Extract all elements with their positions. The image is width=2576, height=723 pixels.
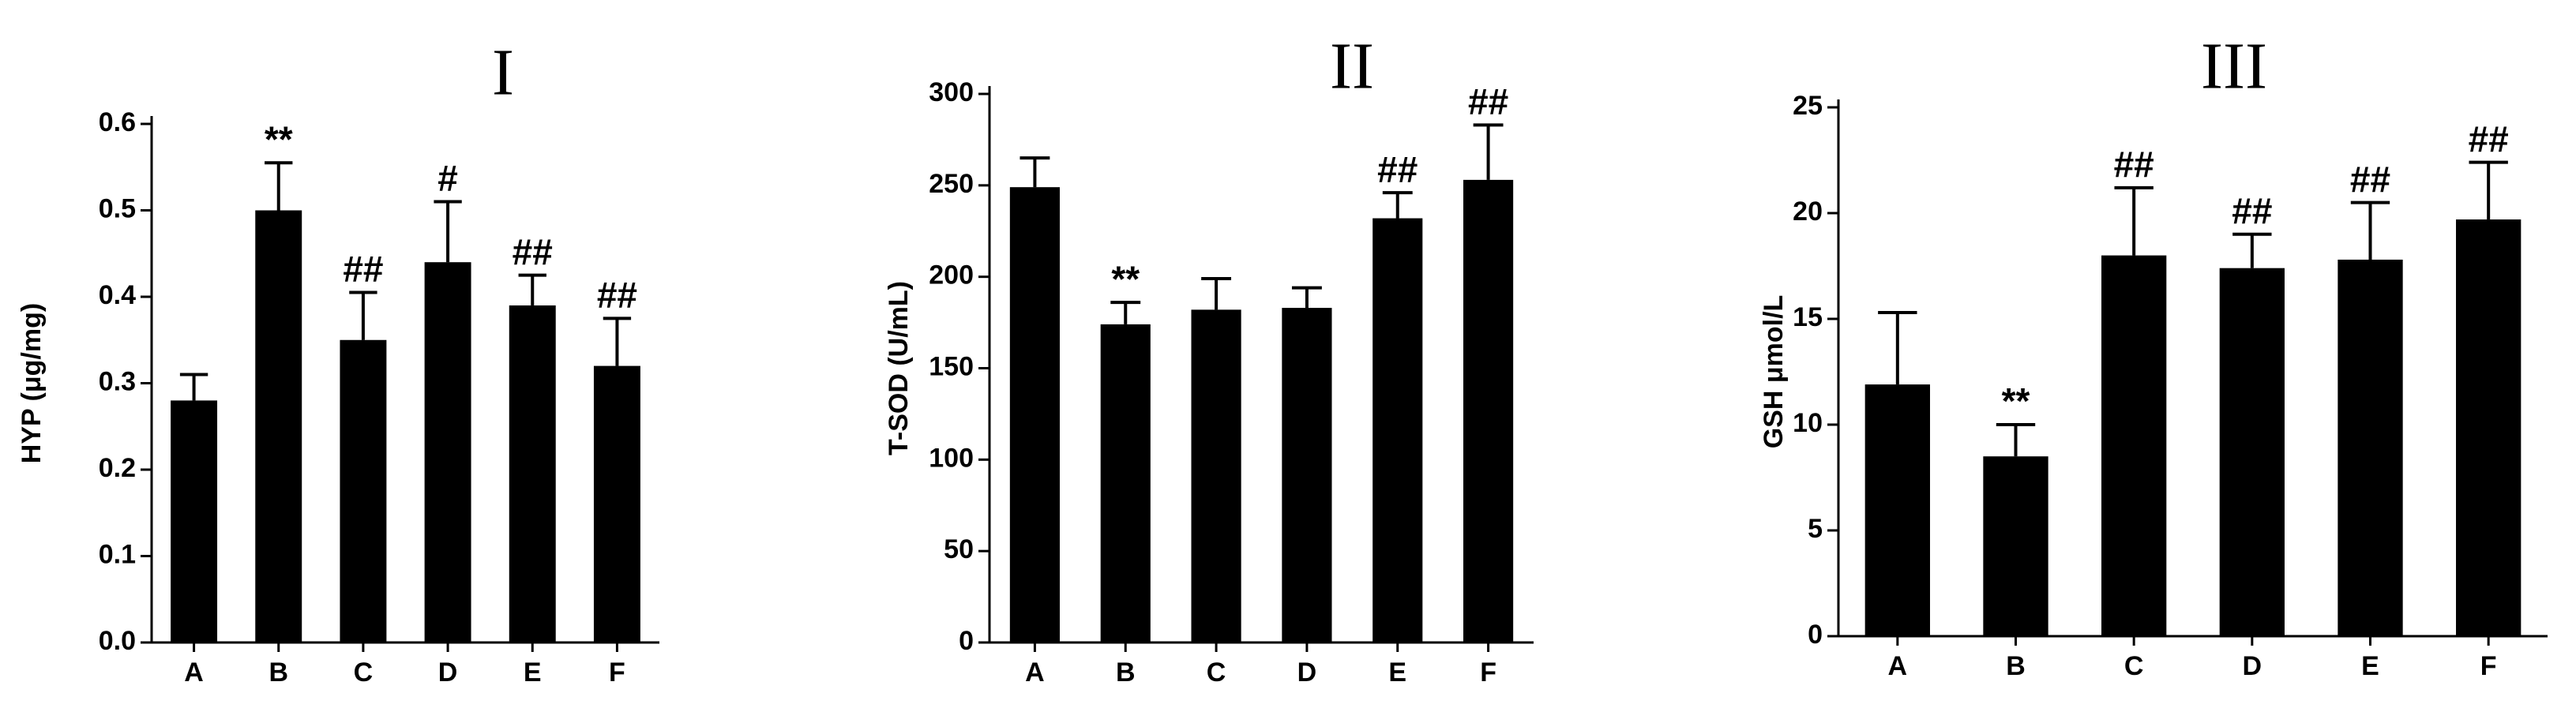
x-tick-label: E <box>2361 651 2379 681</box>
y-tick-label: 200 <box>929 260 974 290</box>
bar <box>1463 179 1514 643</box>
y-tick-label: 20 <box>1793 197 1823 227</box>
bar <box>424 262 471 642</box>
bar <box>593 365 640 642</box>
significance-label: ## <box>513 231 553 272</box>
y-axis-label: HYP (μg/mg) <box>17 303 47 463</box>
y-tick-label: 150 <box>929 351 974 381</box>
y-tick-label: 10 <box>1793 408 1823 438</box>
x-tick-label: B <box>268 657 288 687</box>
y-tick-label: 0 <box>1808 620 1823 650</box>
y-tick-label: 50 <box>944 534 974 564</box>
x-tick-label: F <box>2480 651 2497 681</box>
bar <box>1983 456 2048 636</box>
x-tick-label: B <box>2006 651 2026 681</box>
bar <box>2101 255 2167 636</box>
bar <box>2219 268 2285 636</box>
chart-title: III <box>2201 29 2267 103</box>
y-tick-label: 250 <box>929 169 974 199</box>
y-tick-label: 5 <box>1808 514 1823 544</box>
y-axis-label: T-SOD (U/mL) <box>884 281 914 455</box>
significance-label: # <box>437 158 458 199</box>
significance-label: ## <box>343 249 383 290</box>
x-tick-label: D <box>2243 651 2262 681</box>
chart-title: I <box>492 36 514 109</box>
x-tick-label: D <box>1297 657 1317 687</box>
x-tick-label: A <box>1888 651 1908 681</box>
x-tick-label: E <box>524 657 542 687</box>
y-tick-label: 100 <box>929 443 974 473</box>
y-tick-label: 0 <box>959 626 974 656</box>
bar <box>340 339 387 642</box>
x-tick-label: D <box>438 657 458 687</box>
bar <box>2456 219 2522 636</box>
significance-label: ## <box>2114 144 2154 185</box>
bar <box>1191 309 1241 642</box>
y-tick-label: 300 <box>929 77 974 107</box>
bar <box>1864 384 1930 636</box>
bar <box>1282 308 1332 642</box>
x-tick-label: F <box>609 657 625 687</box>
bar <box>1009 187 1060 642</box>
bar <box>1100 324 1151 642</box>
y-tick-label: 0.3 <box>99 366 136 396</box>
x-tick-label: F <box>1480 657 1496 687</box>
x-tick-label: A <box>184 657 204 687</box>
significance-label: ## <box>1377 148 1418 189</box>
significance-label: ## <box>2469 118 2509 159</box>
y-tick-label: 0.4 <box>99 280 136 310</box>
significance-label: ## <box>1468 81 1508 122</box>
significance-label: ** <box>1111 258 1140 299</box>
significance-label: ** <box>2002 380 2030 421</box>
bar <box>171 400 218 642</box>
bar <box>255 210 302 642</box>
x-tick-label: C <box>1207 657 1226 687</box>
y-tick-label: 0.2 <box>99 453 136 483</box>
y-axis-label: GSH μmol/L <box>1759 295 1789 449</box>
significance-label: ** <box>265 118 293 159</box>
significance-label: ## <box>597 275 637 316</box>
bar <box>509 305 556 642</box>
chart-title: II <box>1330 29 1374 103</box>
y-tick-label: 0.5 <box>99 193 136 223</box>
x-tick-label: C <box>354 657 374 687</box>
bar <box>1372 218 1423 642</box>
x-tick-label: E <box>1388 657 1406 687</box>
x-tick-label: C <box>2124 651 2144 681</box>
y-tick-label: 0.1 <box>99 539 136 569</box>
bar <box>2338 259 2403 636</box>
y-tick-label: 25 <box>1793 91 1823 121</box>
y-tick-label: 15 <box>1793 302 1823 332</box>
x-tick-label: A <box>1025 657 1045 687</box>
significance-label: ## <box>2232 190 2272 231</box>
y-tick-label: 0.0 <box>99 626 136 656</box>
y-tick-label: 0.6 <box>99 107 136 137</box>
x-tick-label: B <box>1116 657 1136 687</box>
significance-label: ## <box>2350 159 2390 200</box>
